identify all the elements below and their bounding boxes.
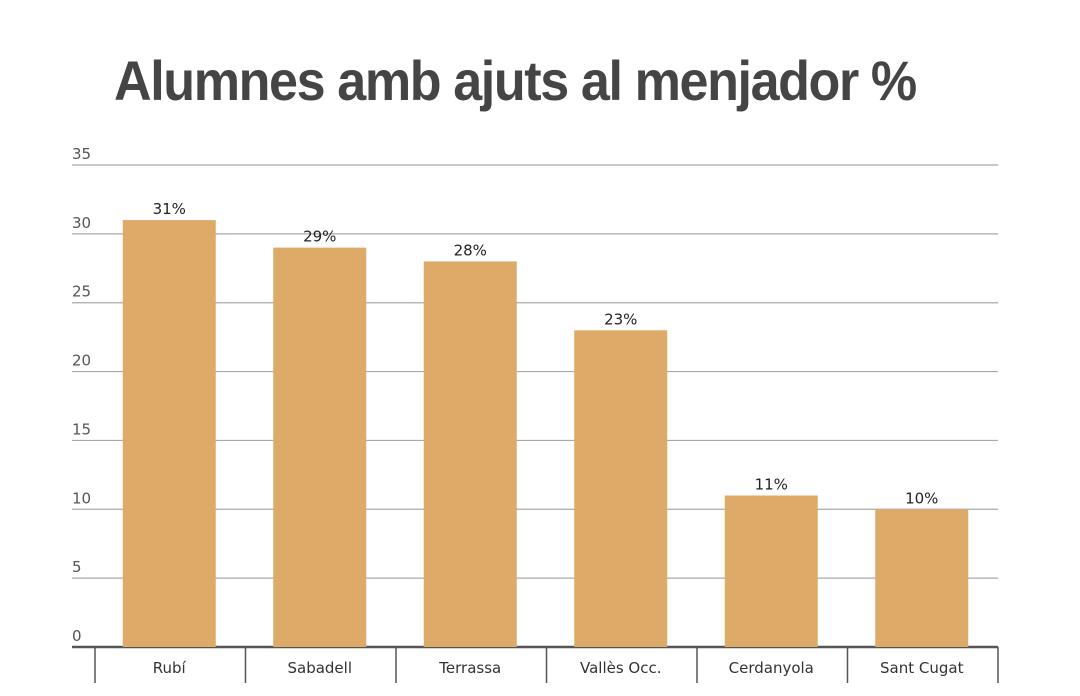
x-tick-label-Vallès Occ.: Vallès Occ. [580, 659, 662, 677]
x-tick-label-Sabadell: Sabadell [287, 659, 352, 677]
bar-Sabadell [273, 247, 367, 647]
bar-Cerdanyola [724, 495, 818, 647]
data-label-Rubí: 31% [153, 200, 186, 218]
bar-Vallès Occ. [574, 330, 668, 647]
y-tick-label-5: 5 [72, 558, 82, 576]
data-label-Sabadell: 29% [303, 228, 336, 246]
x-tick-label-Terrassa: Terrassa [438, 659, 501, 677]
y-tick-label-10: 10 [72, 489, 91, 507]
bar-Rubí [122, 220, 216, 648]
y-tick-label-35: 35 [72, 145, 91, 163]
data-label-Terrassa: 28% [454, 241, 487, 259]
data-label-Sant Cugat: 10% [905, 489, 938, 507]
data-label-Cerdanyola: 11% [755, 476, 788, 494]
y-tick-label-15: 15 [72, 420, 91, 438]
y-tick-label-25: 25 [72, 283, 91, 301]
bars [122, 220, 969, 648]
y-tick-label-30: 30 [72, 214, 91, 232]
x-tick-label-Cerdanyola: Cerdanyola [729, 659, 814, 677]
y-tick-label-20: 20 [72, 352, 91, 370]
x-tick-label-Rubí: Rubí [153, 659, 187, 677]
x-tick-label-Sant Cugat: Sant Cugat [880, 659, 964, 677]
gridlines [72, 164, 999, 683]
bar-Terrassa [423, 261, 517, 647]
bar-Sant Cugat [875, 509, 969, 647]
data-label-Vallès Occ.: 23% [604, 310, 637, 328]
labels: 0 5 10 15 20 25 30 35 31% Rubí 29% Sabadell 28% Terra… [72, 145, 964, 677]
y-tick-label-0: 0 [72, 627, 82, 645]
chart-title: Alumnes amb ajuts al menjador % [114, 49, 917, 112]
